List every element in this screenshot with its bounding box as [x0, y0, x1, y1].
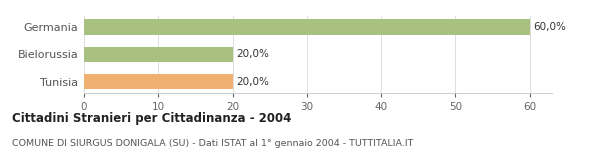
Text: 20,0%: 20,0%	[236, 49, 269, 59]
Text: COMUNE DI SIURGUS DONIGALA (SU) - Dati ISTAT al 1° gennaio 2004 - TUTTITALIA.IT: COMUNE DI SIURGUS DONIGALA (SU) - Dati I…	[12, 139, 413, 148]
Text: 60,0%: 60,0%	[533, 22, 566, 32]
Bar	[84, 74, 233, 89]
Bar	[84, 20, 530, 35]
Bar	[84, 47, 233, 62]
Text: Cittadini Stranieri per Cittadinanza - 2004: Cittadini Stranieri per Cittadinanza - 2…	[12, 112, 292, 125]
Text: 20,0%: 20,0%	[236, 77, 269, 87]
